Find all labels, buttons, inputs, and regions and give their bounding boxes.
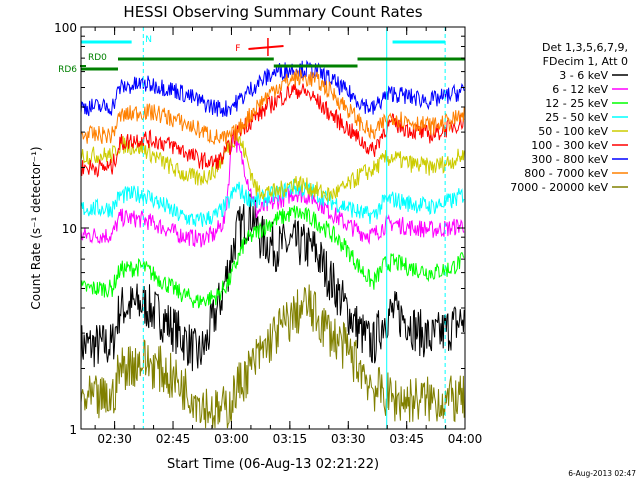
y-tick-label: 100: [54, 21, 77, 35]
rd6-label: RD6: [58, 65, 77, 75]
legend-label: 100 - 300 keV: [531, 139, 608, 152]
y-tick-label: 1: [69, 423, 77, 437]
flare-bar: [248, 45, 284, 50]
x-tick-label: 04:00: [448, 432, 483, 446]
legend-label: 800 - 7000 keV: [524, 167, 608, 180]
x-tick-label: 03:00: [214, 432, 249, 446]
legend-label: 50 - 100 keV: [538, 125, 608, 138]
flare-label: F: [235, 44, 240, 54]
legend-label: 6 - 12 keV: [552, 83, 608, 96]
legend: Det 1,3,5,6,7,9,FDecim 1, Att 03 - 6 keV…: [510, 41, 628, 194]
timestamp: 6-Aug-2013 02:47: [568, 469, 636, 478]
series-line-1: [81, 193, 465, 372]
x-tick-label: 02:45: [156, 432, 191, 446]
legend-label: 300 - 800 keV: [531, 153, 608, 166]
series-line-2: [81, 131, 465, 248]
series-line-7: [81, 59, 465, 117]
data-layer: [81, 59, 465, 429]
legend-label: 12 - 25 keV: [545, 97, 608, 110]
x-axis-label: Start Time (06-Aug-13 02:21:22): [167, 457, 379, 472]
legend-header-line: Det 1,3,5,6,7,9,: [542, 41, 628, 54]
series-line-3: [81, 205, 465, 309]
annotation-layer: N RD0 RD6 F: [58, 27, 465, 429]
x-tick-label: 02:30: [97, 432, 132, 446]
series-line-6: [81, 80, 465, 178]
legend-label: 25 - 50 keV: [545, 111, 608, 124]
x-tick-label: 03:30: [331, 432, 366, 446]
legend-label: 7000 - 20000 keV: [510, 181, 608, 194]
axis-layer: 02:30 02:45 03:00 03:15 03:30 03:45 04:00 1 10 10…: [54, 21, 482, 446]
x-tick-label: 03:45: [389, 432, 424, 446]
series-line-9: [81, 284, 465, 429]
y-tick-label: 10: [62, 222, 77, 236]
legend-label: 3 - 6 keV: [559, 69, 608, 82]
y-axis-label: Count Rate (s⁻¹ detector⁻¹): [29, 146, 43, 309]
chart-title: HESSI Observing Summary Count Rates: [123, 3, 422, 21]
x-tick-label: 03:15: [273, 432, 308, 446]
series-line-8: [81, 69, 465, 145]
legend-header-line: FDecim 1, Att 0: [543, 55, 628, 68]
rd0-label: RD0: [88, 53, 107, 63]
n-label: N: [145, 35, 152, 45]
series-line-5: [81, 132, 465, 203]
